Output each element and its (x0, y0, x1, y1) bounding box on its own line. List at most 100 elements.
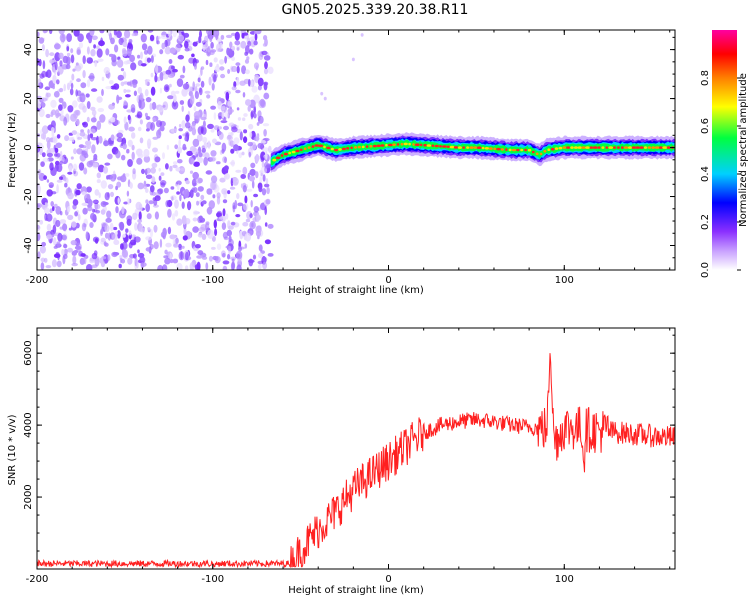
spectrogram-peak (631, 146, 637, 149)
spectrogram-noise-blob (96, 96, 103, 103)
spectrogram-peak (346, 147, 350, 150)
spectrogram-noise-blob (78, 103, 86, 110)
spectrogram-noise-blob (137, 249, 140, 254)
spectrogram-noise-blob (184, 47, 190, 52)
spectrogram-noise-blob (86, 46, 90, 55)
spectrogram-noise-blob (86, 116, 90, 123)
spectrogram-noise-blob (113, 35, 118, 39)
spectrogram-noise-blob (145, 188, 149, 194)
spectrogram-noise-blob (194, 264, 201, 270)
spectrogram-noise-blob (209, 50, 215, 56)
spectrogram-noise-blob (40, 97, 47, 102)
y-tick-label: -40 (23, 237, 34, 253)
spectrogram-noise-blob (225, 245, 232, 249)
spectrogram-noise-blob (257, 85, 262, 91)
spectrogram-noise-blob (172, 164, 178, 169)
spectrogram-noise-blob (137, 252, 145, 258)
spectrogram-noise-blob (49, 184, 54, 188)
spectrogram-noise-blob (221, 222, 227, 231)
spectrogram-noise-blob (264, 161, 269, 169)
spectrogram-noise-blob (230, 261, 235, 270)
spectrogram-noise-blob (235, 250, 243, 260)
spectrogram-noise-blob (159, 238, 163, 248)
spectrogram-noise-blob (49, 59, 55, 64)
spectrogram-noise-blob (39, 219, 44, 225)
spectrogram-noise-blob (210, 180, 216, 191)
spectrogram-noise-blob (146, 57, 152, 63)
spectrogram-noise-blob (113, 30, 117, 36)
spectrogram-noise-blob (44, 86, 51, 91)
spectrogram-noise-blob (153, 224, 158, 233)
spectrogram-noise-blob (114, 44, 119, 53)
y-tick-label: 2000 (23, 484, 34, 509)
spectrogram-noise-blob (185, 122, 191, 129)
spectrogram-peak (272, 158, 277, 162)
spectrogram-noise-blob (180, 167, 186, 172)
spectrogram-noise-blob (69, 88, 74, 96)
spectrogram-noise-blob (262, 123, 270, 127)
spectrogram-peak (577, 146, 582, 149)
spectrogram-peak (493, 147, 497, 151)
y-tick-label: 20 (23, 92, 34, 105)
spectrogram-noise-blob (179, 194, 182, 202)
spectrogram-noise-blob (202, 136, 208, 143)
spectrogram-peak (601, 146, 605, 149)
spectrogram-noise-blob (49, 208, 53, 213)
spectrogram-noise-blob (55, 152, 61, 158)
spectrogram-noise-blob (181, 201, 185, 209)
spectrogram-noise-blob (216, 196, 221, 205)
snr-frame (36, 327, 676, 570)
spectrogram-noise-blob (98, 192, 101, 199)
spectrogram-noise-blob (134, 222, 138, 231)
spectrogram-noise-blob (164, 39, 168, 48)
spectrogram-peak (403, 142, 408, 146)
spectrogram-noise-blob (181, 245, 185, 249)
spectrogram-noise-blob (138, 223, 143, 233)
x-tick-label: -200 (26, 275, 49, 286)
spectrogram-peak (376, 144, 381, 148)
spectrogram-noise-blob (92, 208, 96, 213)
spectrogram-noise-blob (260, 172, 264, 177)
spectrogram-noise-blob (100, 201, 107, 207)
spectrogram-noise-blob (111, 233, 118, 241)
spectrogram-noise-blob (231, 86, 237, 91)
spectrogram-noise-blob (360, 33, 364, 37)
spectrogram-noise-blob (105, 48, 110, 56)
spectrogram-noise-blob (233, 137, 240, 145)
spectrogram-noise-blob (267, 253, 274, 257)
x-tick-label: -100 (201, 275, 224, 286)
spectrogram-noise-blob (41, 44, 45, 52)
spectrogram-noise-blob (59, 33, 66, 43)
spectrogram-noise-blob (224, 156, 227, 164)
spectrogram-noise-blob (72, 68, 76, 72)
spectrogram-noise-blob (226, 229, 232, 237)
spectrogram-noise-blob (75, 109, 81, 116)
spectrogram-noise-blob (132, 212, 138, 220)
spectrogram-noise-blob (76, 90, 82, 97)
spectrogram-noise-blob (87, 128, 90, 135)
spectrogram-noise-blob (206, 30, 212, 35)
spectrogram-noise-blob (205, 59, 209, 66)
spectrogram-noise-blob (241, 32, 245, 39)
spectrogram-peak (408, 142, 411, 146)
spectrogram-noise-blob (56, 241, 61, 248)
spectrogram-noise-blob (206, 188, 213, 195)
spectrogram-peak (585, 146, 590, 149)
spectrogram-noise-blob (261, 161, 265, 168)
spectrogram-noise-blob (37, 224, 41, 231)
spectrogram-noise-blob (216, 38, 222, 43)
spectrogram-noise-blob (70, 82, 74, 90)
spectrogram-noise-blob (253, 62, 260, 70)
spectrogram-peak (469, 146, 474, 149)
spectrogram-noise-blob (53, 253, 61, 258)
spectrogram-noise-blob (122, 41, 128, 48)
spectrogram-noise-blob (131, 151, 135, 161)
spectrogram-noise-blob (140, 33, 147, 43)
spectrogram-noise-blob (251, 85, 258, 93)
spectrogram-noise-blob (42, 60, 46, 70)
spectrogram-noise-blob (71, 250, 78, 256)
spectrogram-noise-blob (91, 264, 98, 269)
spectrogram-noise-blob (248, 123, 254, 130)
spectrogram-noise-blob (147, 227, 151, 231)
spectrogram-noise-blob (255, 153, 260, 163)
